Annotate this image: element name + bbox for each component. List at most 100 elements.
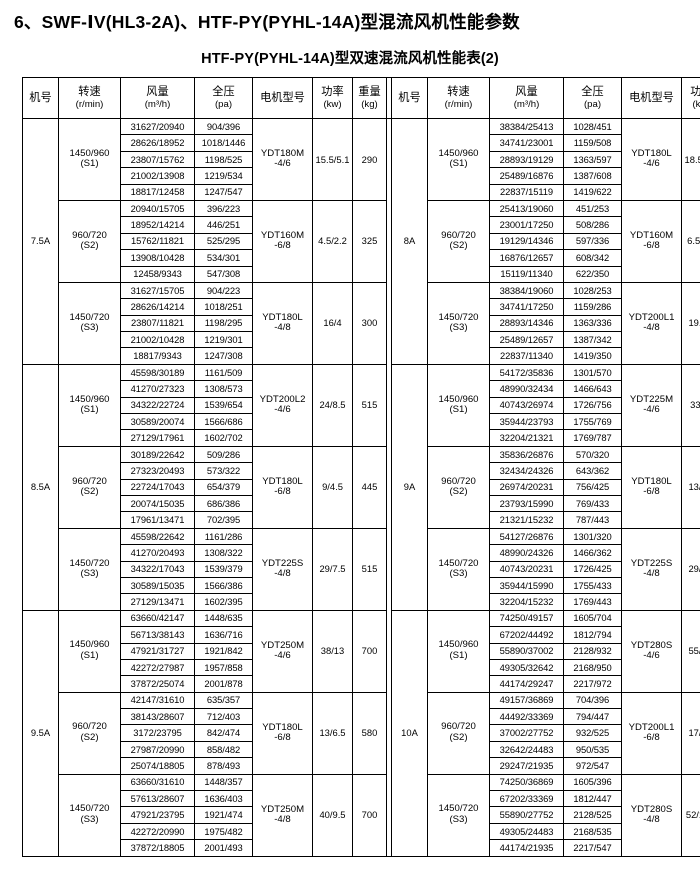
motor-model-cell: YDT200L1 -6/8 [621, 691, 682, 775]
airflow-cell: 49305/32642 [489, 658, 564, 677]
motor-model-cell: YDT250M -4/8 [252, 773, 313, 857]
airflow-cell: 31627/20940 [120, 117, 195, 136]
table-row: 18817/12458 1247/547 22837/15119 1419/622 [23, 183, 700, 201]
total-pressure-cell: 794/447 [563, 708, 622, 726]
motor-model-cell: YDT280S -4/8 [621, 773, 682, 857]
rotation-speed-cell-secondary: (S1) [449, 158, 468, 170]
total-pressure-cell: 1602/702 [194, 429, 253, 447]
motor-model-cell-primary: YDT180M [260, 147, 305, 159]
table-row: 41270/27323 1308/573 48990/32434 1466/643 [23, 380, 700, 398]
total-pressure-cell: 2168/950 [563, 658, 622, 677]
airflow-cell: 55890/37002 [489, 642, 564, 660]
motor-model-cell-secondary: -6/8 [643, 486, 660, 498]
motor-model-cell-primary: YDT250M [260, 639, 305, 651]
col-header-airflow-left: 风量 (m³/h) [120, 77, 195, 119]
rotation-speed-cell-secondary: (S2) [449, 732, 468, 744]
rotation-speed-cell-primary: 1450/960 [438, 393, 479, 405]
total-pressure-cell: 756/425 [563, 478, 622, 496]
total-pressure-cell: 1301/570 [563, 363, 622, 382]
motor-model-cell-primary: YDT280S [630, 803, 673, 815]
rotation-speed-cell: 960/720 (S2) [427, 691, 490, 775]
motor-model-cell-secondary: -4/6 [274, 404, 291, 416]
airflow-cell: 17961/13471 [120, 511, 195, 529]
airflow-cell: 34741/17250 [489, 298, 564, 316]
col-header-speed-left: 转速 (r/min) [58, 77, 121, 119]
rotation-speed-cell: 1450/960 (S1) [58, 118, 121, 201]
total-pressure-cell: 1755/433 [563, 576, 622, 595]
motor-model-cell-secondary: -6/8 [643, 240, 660, 252]
rotation-speed-cell-primary: 1450/720 [69, 311, 110, 323]
total-pressure-cell: 573/322 [194, 462, 253, 480]
total-pressure-cell: 1466/362 [563, 544, 622, 562]
total-pressure-cell: 1921/842 [194, 642, 253, 660]
table-row: 22724/17043 654/379 26974/20231 756/425 [23, 478, 700, 496]
motor-model-cell-primary: YDT180L [262, 311, 303, 323]
rotation-speed-cell-primary: 1450/720 [438, 557, 479, 569]
table-row: 42272/27987 1957/858 49305/32642 2168/950 [23, 658, 700, 677]
rotation-speed-cell-primary: 1450/960 [69, 639, 110, 651]
airflow-cell: 21002/10428 [120, 331, 195, 349]
motor-model-cell: YDT180L -6/8 [621, 445, 682, 529]
rotation-speed-cell-secondary: (S2) [449, 240, 468, 252]
rotation-speed-cell-secondary: (S3) [80, 322, 99, 334]
rotation-speed-cell-primary: 960/720 [72, 229, 107, 241]
total-pressure-cell: 1769/443 [563, 593, 622, 611]
machine-model-cell: 10A [391, 609, 428, 857]
table-row: 21002/13908 1219/534 25489/16876 1387/608 [23, 167, 700, 185]
airflow-cell: 42272/20990 [120, 822, 195, 841]
table-row: 25074/18805 878/493 29247/21935 972/547 [23, 757, 700, 775]
motor-model-cell-secondary: -6/8 [274, 732, 291, 744]
airflow-cell: 26974/20231 [489, 478, 564, 496]
total-pressure-cell: 1161/509 [194, 363, 253, 382]
weight-cell: 445 [352, 445, 387, 529]
total-pressure-cell: 1448/635 [194, 609, 253, 628]
airflow-cell: 15119/11340 [489, 265, 564, 283]
total-pressure-cell: 525/295 [194, 232, 253, 251]
rotation-speed-cell: 1450/720 (S3) [58, 773, 121, 857]
airflow-cell: 29247/21935 [489, 757, 564, 775]
rotation-speed-cell-secondary: (S2) [80, 486, 99, 498]
table-row: 27987/20990 858/482 32642/24483 950/535 [23, 740, 700, 759]
total-pressure-cell: 446/251 [194, 216, 253, 234]
motor-model-cell: YDT180L -6/8 [252, 691, 313, 775]
total-pressure-cell: 1247/547 [194, 183, 253, 201]
total-pressure-cell: 1975/482 [194, 822, 253, 841]
total-pressure-cell: 1161/286 [194, 527, 253, 546]
total-pressure-cell: 608/342 [563, 249, 622, 267]
airflow-cell: 37872/18805 [120, 839, 195, 857]
total-pressure-cell: 2217/972 [563, 675, 622, 693]
motor-model-cell-primary: YDT180L [262, 475, 303, 487]
airflow-cell: 56713/38143 [120, 626, 195, 644]
airflow-cell: 38143/28607 [120, 708, 195, 726]
airflow-cell: 44492/33369 [489, 708, 564, 726]
col-header-power-right: 功率(kw) [681, 77, 700, 119]
airflow-cell: 30189/22642 [120, 445, 195, 464]
total-pressure-cell: 1387/608 [563, 167, 622, 185]
total-pressure-cell: 597/336 [563, 232, 622, 251]
table-row: 960/720 (S2) 30189/22642 509/286 YDT180L -6/8… [23, 445, 700, 529]
airflow-cell: 18817/12458 [120, 183, 195, 201]
motor-model-cell-secondary: -4/6 [643, 404, 660, 416]
weight-cell: 300 [352, 281, 387, 365]
airflow-cell: 23793/15990 [489, 494, 564, 513]
airflow-cell: 28893/14346 [489, 314, 564, 333]
total-pressure-cell: 396/223 [194, 199, 253, 218]
airflow-cell: 41270/27323 [120, 380, 195, 398]
total-pressure-cell: 712/403 [194, 708, 253, 726]
rotation-speed-cell-secondary: (S2) [80, 240, 99, 252]
col-header-airflow-right: 风量 (m³/h) [489, 77, 564, 119]
total-pressure-cell: 1448/357 [194, 773, 253, 792]
total-pressure-cell: 1028/253 [563, 281, 622, 300]
rotation-speed-cell-primary: 960/720 [441, 229, 476, 241]
rotation-speed-cell-primary: 1450/960 [69, 147, 110, 159]
total-pressure-cell: 858/482 [194, 740, 253, 759]
rotation-speed-cell: 960/720 (S2) [427, 199, 490, 283]
table-header: 机号 转速 (r/min) 风量 (m³/h) 全压 (pa) 电机型号 功率 (kw)… [22, 77, 700, 119]
airflow-cell: 32434/24326 [489, 462, 564, 480]
power-cell: 38/13 [312, 609, 353, 693]
table-row: 47921/23795 1921/474 55890/27752 2128/525 [23, 806, 700, 824]
airflow-cell: 47921/23795 [120, 806, 195, 824]
motor-model-cell: YDT180L -4/6 [621, 118, 682, 201]
airflow-cell: 27987/20990 [120, 740, 195, 759]
table-row: 18952/14214 446/251 23001/17250 508/286 [23, 216, 700, 234]
